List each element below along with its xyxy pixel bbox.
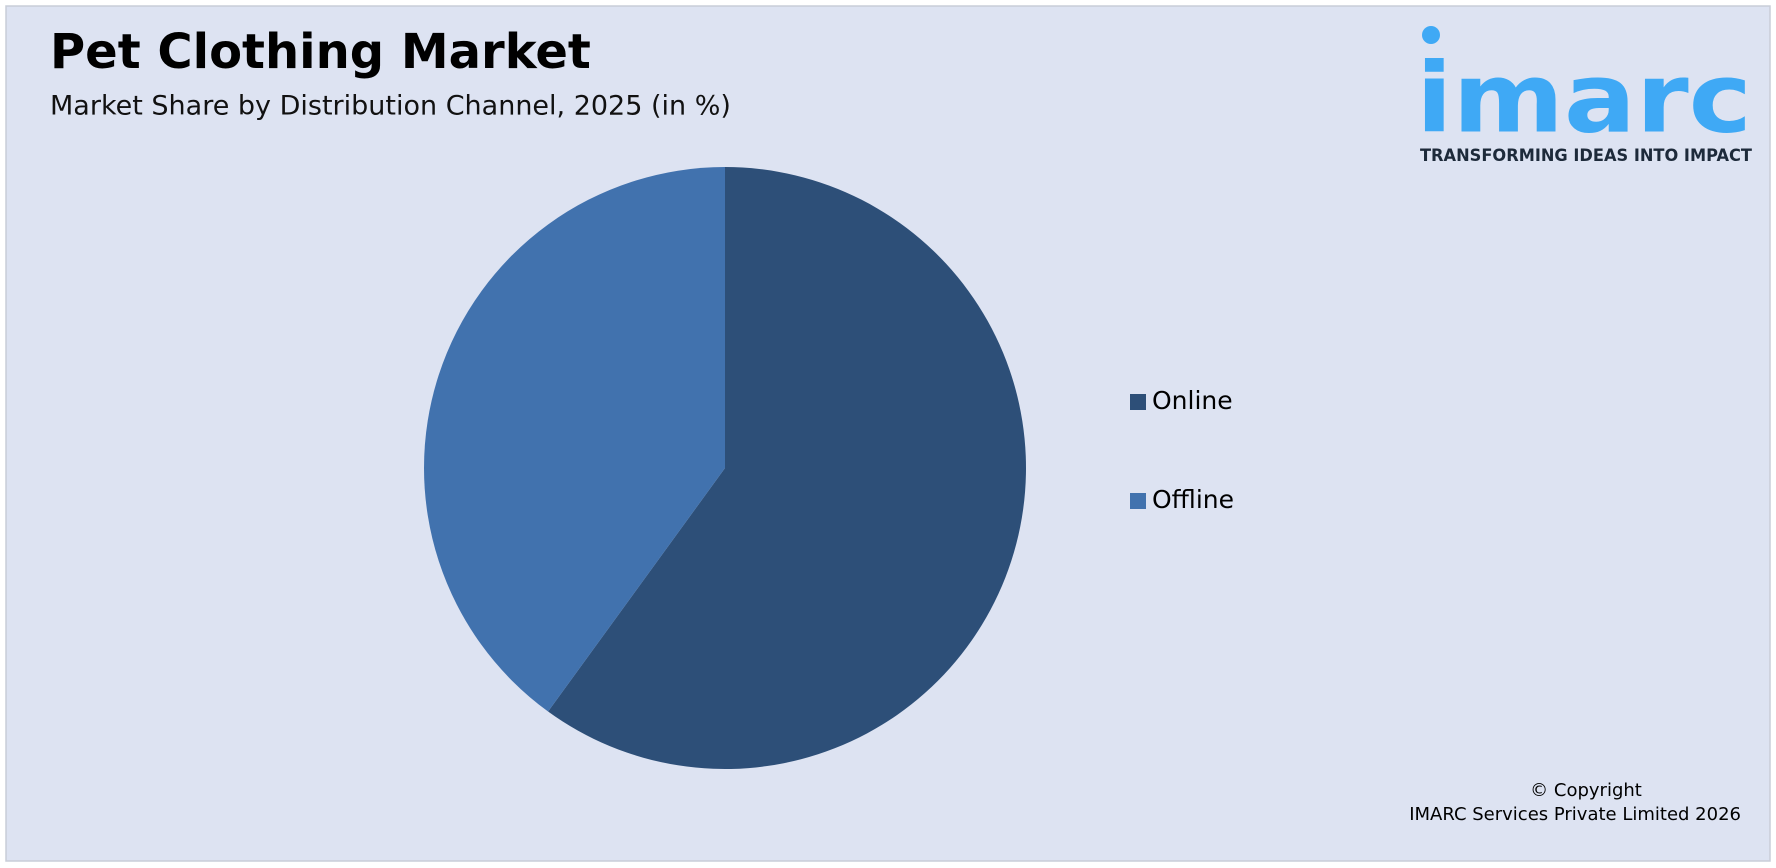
legend-label: Online [1152,386,1233,415]
logo-dot [1422,26,1440,44]
pie-slice [548,167,1026,770]
pie-slice [424,166,725,712]
chart-subtitle: Market Share by Distribution Channel, 20… [50,91,731,122]
logo-name: imarc [1416,42,1752,154]
logo-tagline: TRANSFORMING IDEAS INTO IMPACT [1420,146,1752,166]
chart-title: Pet Clothing Market [50,24,591,80]
logo: imarc TRANSFORMING IDEAS INTO IMPACT [1416,26,1752,166]
copyright: © Copyright [1530,780,1642,801]
legend-swatch [1130,493,1146,509]
legend-label: Offline [1152,485,1234,514]
legend-swatch [1130,394,1146,410]
copyright: IMARC Services Private Limited 2026 [1409,804,1741,825]
